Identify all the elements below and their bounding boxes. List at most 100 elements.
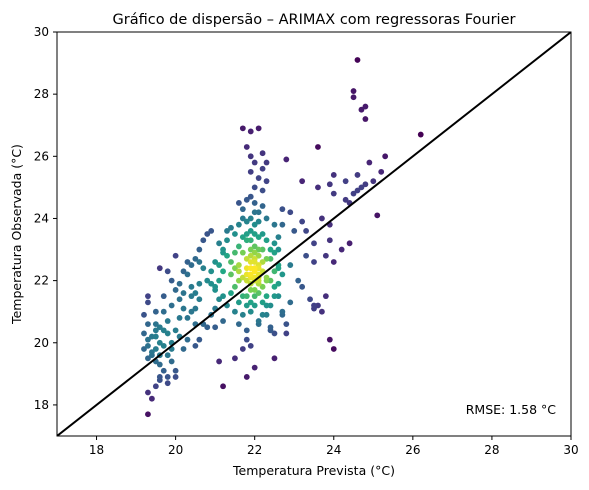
scatter-point — [247, 215, 254, 222]
scatter-point — [251, 231, 258, 237]
scatter-point — [299, 178, 306, 185]
scatter-point — [184, 259, 191, 265]
scatter-point — [311, 240, 317, 247]
scatter-point — [326, 181, 333, 188]
scatter-point — [263, 215, 270, 222]
y-tick-label: 26 — [34, 149, 49, 163]
scatter-point — [307, 296, 313, 303]
scatter-point — [346, 240, 353, 247]
scatter-point — [259, 231, 266, 237]
scatter-point — [232, 308, 238, 315]
scatter-point — [188, 293, 195, 300]
scatter-point — [228, 271, 234, 278]
scatter-point — [220, 268, 226, 275]
scatter-point — [311, 302, 317, 309]
scatter-point — [212, 283, 219, 290]
scatter-point — [382, 153, 389, 160]
scatter-point — [303, 227, 309, 234]
scatter-point — [232, 283, 238, 290]
scatter-point — [164, 268, 171, 275]
y-axis-ticks: 18 20 22 24 26 28 30 — [34, 25, 57, 412]
scatter-point — [350, 190, 357, 197]
scatter-point — [283, 321, 290, 328]
scatter-point — [156, 374, 163, 380]
scatter-point — [152, 327, 159, 334]
scatter-point — [184, 336, 191, 343]
scatter-point — [168, 277, 175, 284]
scatter-point — [358, 184, 365, 191]
scatter-point — [255, 234, 262, 241]
scatter-point — [366, 159, 373, 166]
scatter-point — [216, 240, 223, 247]
scatter-point — [145, 355, 151, 362]
scatter-point — [255, 246, 262, 253]
scatter-point — [287, 262, 294, 268]
scatter-point — [164, 330, 171, 337]
scatter-point — [160, 308, 167, 315]
scatter-point — [315, 144, 321, 150]
scatter-point — [239, 346, 246, 352]
scatter-point — [243, 255, 250, 262]
x-tick-label: 30 — [563, 443, 578, 457]
scatter-point — [251, 364, 258, 371]
scatter-point — [188, 262, 195, 268]
scatter-point — [326, 336, 333, 343]
scatter-point — [275, 265, 282, 272]
scatter-point — [362, 116, 369, 122]
scatter-point — [247, 193, 254, 200]
scatter-point — [263, 302, 270, 309]
scatter-point — [156, 339, 163, 346]
scatter-point — [251, 209, 258, 216]
scatter-point — [228, 224, 234, 231]
scatter-point — [239, 234, 246, 241]
scatter-point — [350, 94, 357, 101]
scatter-point — [200, 265, 207, 272]
scatter-point — [235, 221, 242, 228]
scatter-point — [184, 315, 191, 321]
scatter-point — [192, 290, 199, 296]
scatter-point — [239, 215, 246, 222]
scatter-point — [168, 302, 175, 309]
scatter-point — [247, 237, 254, 244]
scatter-point — [141, 330, 147, 337]
scatter-point — [362, 181, 369, 188]
scatter-point — [311, 259, 317, 265]
scatter-point — [319, 215, 325, 222]
scatter-point — [247, 271, 254, 278]
scatter-point — [299, 218, 306, 225]
scatter-point — [322, 252, 329, 259]
scatter-point — [271, 293, 278, 300]
scatter-point — [152, 308, 159, 315]
scatter-point — [243, 231, 250, 237]
scatter-point — [354, 172, 361, 178]
scatter-point — [354, 187, 361, 194]
scatter-point — [243, 293, 250, 300]
scatter-point — [259, 283, 266, 290]
scatter-point — [188, 308, 195, 315]
scatter-point — [156, 361, 163, 368]
scatter-point — [354, 57, 361, 63]
scatter-point — [232, 355, 238, 362]
scatter-point — [251, 268, 258, 275]
scatter-point — [160, 293, 167, 300]
scatter-point — [267, 246, 274, 253]
scatter-point — [176, 315, 183, 321]
scatter-point — [180, 346, 187, 352]
scatter-point — [220, 318, 226, 324]
y-tick-label: 24 — [34, 211, 49, 225]
scatter-point — [251, 302, 258, 309]
scatter-point — [275, 234, 282, 241]
scatter-point — [251, 287, 258, 293]
scatter-point — [184, 271, 191, 278]
scatter-point — [247, 246, 254, 253]
scatter-point — [196, 336, 203, 343]
x-tick-label: 24 — [326, 443, 341, 457]
scatter-point — [378, 168, 385, 175]
scatter-point — [160, 367, 167, 374]
scatter-point — [208, 268, 215, 275]
scatter-point — [148, 349, 155, 355]
scatter-point — [326, 237, 333, 244]
scatter-point — [271, 283, 278, 290]
scatter-point — [196, 296, 203, 303]
